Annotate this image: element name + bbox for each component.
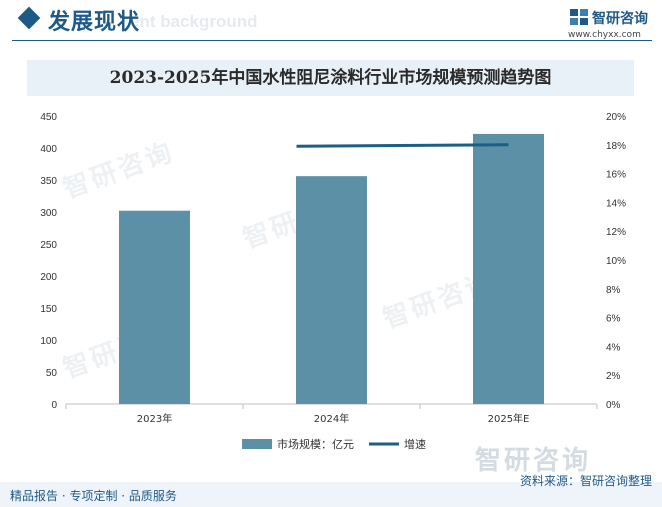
y-right-tick-label: 4% bbox=[606, 342, 621, 353]
y-left-tick-label: 450 bbox=[40, 112, 57, 123]
x-tick-label: 2024年 bbox=[314, 412, 349, 425]
bar-market-size bbox=[296, 176, 367, 404]
x-tick-label: 2025年E bbox=[488, 412, 530, 425]
y-right-tick-label: 18% bbox=[606, 141, 626, 152]
growth-rate-line bbox=[296, 143, 509, 148]
y-right-tick-label: 12% bbox=[606, 227, 626, 238]
chart-title-band: 2023-2025年中国水性阻尼涂料行业市场规模预测趋势图 bbox=[27, 60, 634, 96]
legend-label-market-size: 市场规模：亿元 bbox=[277, 437, 354, 451]
y-right-tick-label: 14% bbox=[606, 198, 626, 209]
footer: 精品报告 · 专项定制 · 品质服务 资料来源：智研咨询整理 bbox=[0, 474, 662, 507]
legend-label-growth: 增速 bbox=[404, 437, 426, 451]
watermark-logo-text: 智研咨询 bbox=[475, 446, 592, 476]
footer-source: 资料来源：智研咨询整理 bbox=[519, 474, 652, 488]
logo-icon bbox=[570, 9, 588, 25]
logo-text: 智研咨询 bbox=[592, 11, 648, 27]
chart-canvas: 0 50 100 150 200 250 300 350 400 450 0% 2% 4% 6% 8% 10%… bbox=[40, 112, 626, 451]
bar-market-size bbox=[473, 133, 544, 405]
section-title: 发展现状 bbox=[48, 9, 141, 35]
y-left-tick-label: 50 bbox=[46, 368, 58, 379]
header: ent background 发展现状 智研咨询 www.chyxx.com bbox=[0, 0, 662, 46]
y-right-tick-label: 10% bbox=[606, 256, 626, 267]
y-right-tick-label: 6% bbox=[606, 314, 621, 325]
bar-market-size bbox=[119, 210, 190, 404]
y-right-tick-label: 16% bbox=[606, 170, 626, 181]
y-right-tick-label: 8% bbox=[606, 285, 621, 296]
y-right-tick-label: 0% bbox=[606, 400, 621, 411]
chart-title: 2023-2025年中国水性阻尼涂料行业市场规模预测趋势图 bbox=[109, 68, 552, 88]
y-left-tick-label: 300 bbox=[40, 208, 57, 219]
y-left-tick-label: 350 bbox=[40, 176, 57, 187]
y-right-tick-label: 2% bbox=[606, 371, 621, 382]
footer-tagline: 精品报告 · 专项定制 · 品质服务 bbox=[10, 489, 177, 503]
y-left-tick-label: 0 bbox=[51, 400, 57, 411]
y-left-tick-label: 250 bbox=[40, 240, 57, 251]
y-left-tick-label: 100 bbox=[40, 336, 57, 347]
ghost-background-text: ent background bbox=[130, 12, 258, 31]
header-divider bbox=[12, 40, 652, 41]
x-tick-label: 2023年 bbox=[137, 412, 172, 425]
brand-logo: 智研咨询 bbox=[570, 6, 656, 28]
logo-url: www.chyxx.com bbox=[568, 30, 641, 40]
y-right-tick-label: 20% bbox=[606, 112, 626, 123]
legend-swatch-market-size bbox=[242, 439, 272, 449]
y-left-tick-label: 150 bbox=[40, 304, 57, 315]
y-left-tick-label: 200 bbox=[40, 272, 57, 283]
y-left-tick-label: 400 bbox=[40, 144, 57, 155]
